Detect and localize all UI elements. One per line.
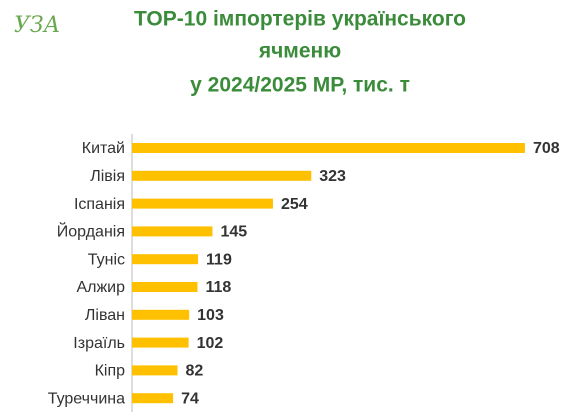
value-label: 708 bbox=[533, 140, 560, 157]
bar bbox=[132, 143, 525, 153]
bar bbox=[132, 198, 273, 209]
value-label: 82 bbox=[186, 363, 204, 380]
value-label: 103 bbox=[197, 307, 224, 324]
bar bbox=[132, 393, 174, 404]
category-label: Кіпр bbox=[95, 363, 126, 380]
category-label: Йорданія bbox=[57, 222, 125, 241]
value-label: 74 bbox=[181, 390, 199, 407]
logo: УЗА bbox=[14, 13, 60, 38]
bar bbox=[132, 365, 178, 376]
category-label: Китай bbox=[82, 140, 125, 157]
category-label: Ліван bbox=[85, 307, 125, 324]
chart-title: у 2024/2025 МР, тис. т bbox=[190, 74, 410, 97]
bar bbox=[132, 309, 190, 320]
value-label: 323 bbox=[319, 168, 346, 185]
category-label: Туніс bbox=[88, 251, 125, 268]
bar bbox=[132, 282, 198, 292]
bar bbox=[132, 170, 312, 181]
value-label: 102 bbox=[197, 335, 224, 352]
bar bbox=[132, 337, 189, 348]
value-label: 118 bbox=[205, 279, 231, 296]
value-label: 119 bbox=[206, 251, 232, 268]
category-label: Алжир bbox=[76, 279, 125, 296]
category-label: Туреччина bbox=[48, 390, 125, 407]
bar bbox=[132, 254, 199, 265]
category-label: Іспанія bbox=[74, 196, 125, 213]
bar bbox=[132, 226, 213, 237]
category-label: Ізраїль bbox=[73, 335, 125, 352]
value-label: 254 bbox=[281, 196, 308, 213]
category-label: Лівія bbox=[90, 168, 125, 185]
value-label: 145 bbox=[220, 224, 247, 241]
chart-title: TOP-10 імпортерів українського bbox=[134, 8, 466, 31]
chart-title: ячменю bbox=[258, 40, 341, 63]
